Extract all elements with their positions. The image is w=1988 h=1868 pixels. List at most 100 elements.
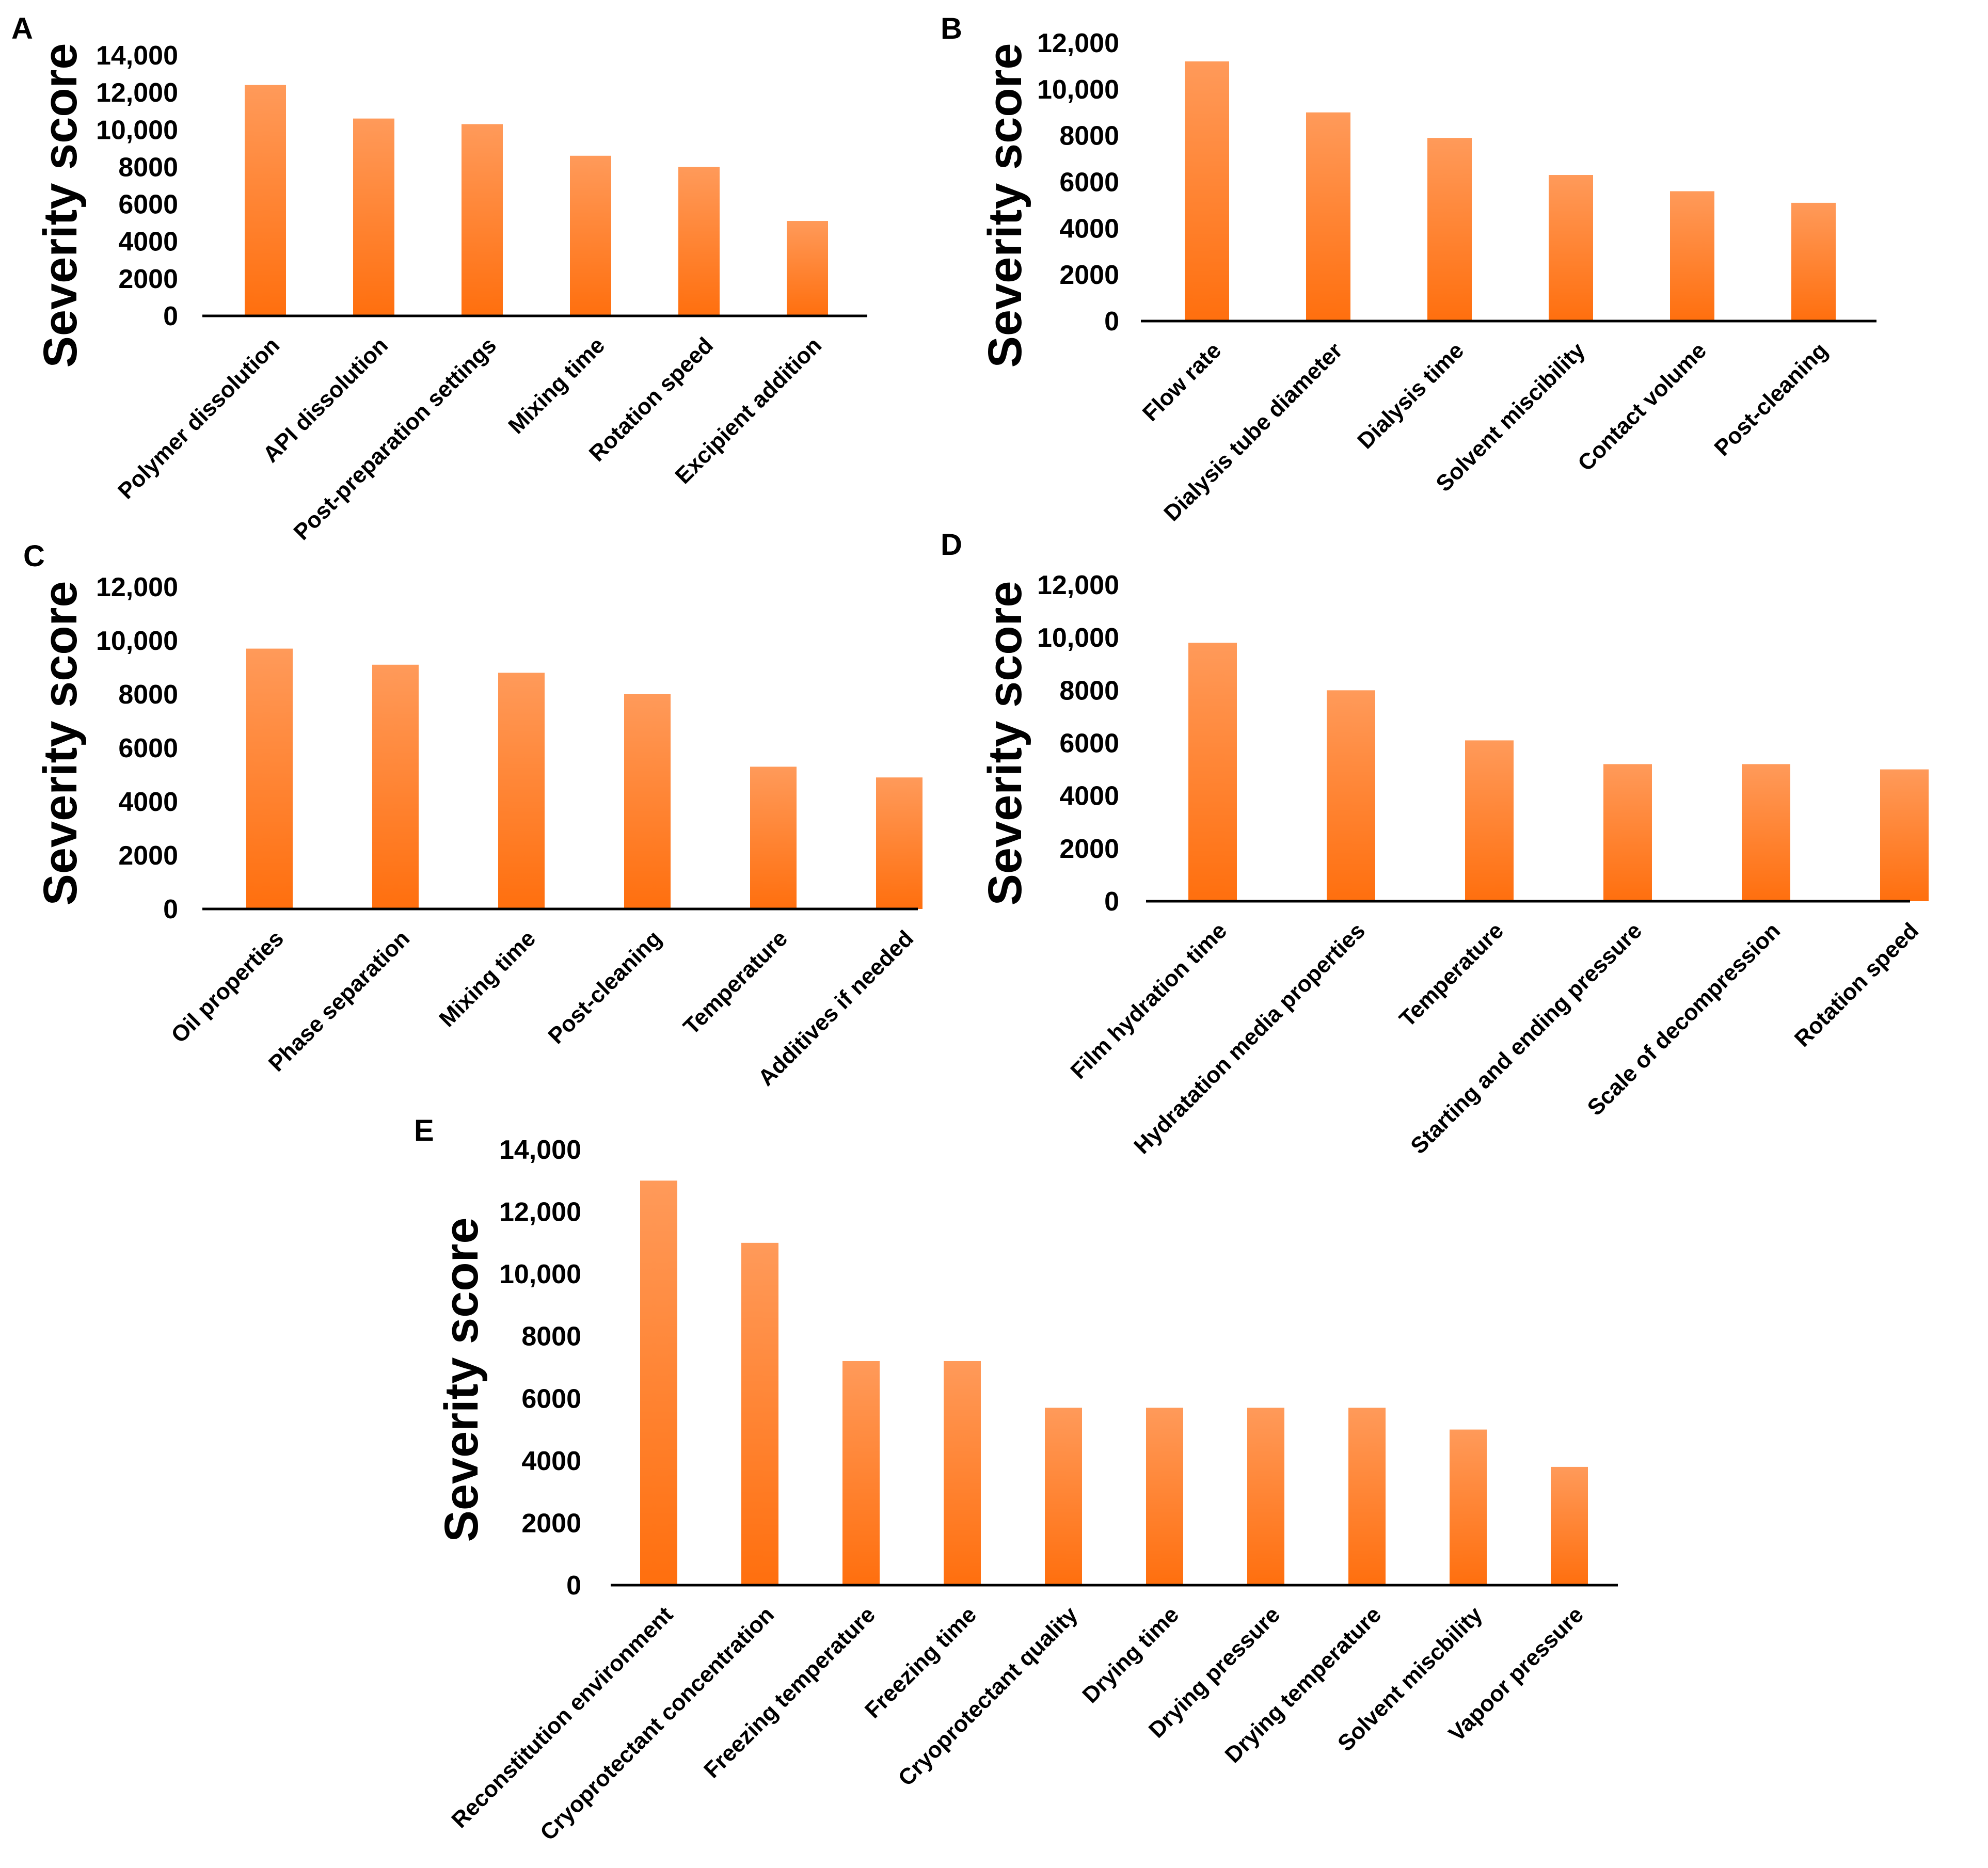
panel-label: C <box>23 539 45 573</box>
y-tick-label: 6000 <box>521 1384 581 1414</box>
panel-label: D <box>941 528 962 562</box>
y-ticks: 0 2000 4000 6000 8000 10,000 12,000 <box>96 572 178 924</box>
y-tick-label: 2000 <box>118 841 178 871</box>
bar <box>1146 1408 1183 1585</box>
y-tick-label: 6000 <box>118 190 178 220</box>
category-label: Temperature <box>1394 918 1508 1032</box>
y-axis-label: Severity score <box>979 581 1031 905</box>
y-tick-label: 6000 <box>1059 168 1119 198</box>
panel-e: E Severity score 0 2000 4000 6000 8000 10,000… <box>414 1114 1618 1845</box>
category-label: Mixing time <box>503 332 610 439</box>
panel-label: A <box>11 12 33 45</box>
bar <box>1880 769 1929 901</box>
y-tick-label: 6000 <box>118 733 178 763</box>
category-label: Oil properties <box>166 925 289 1048</box>
bar <box>372 664 419 909</box>
category-label: Post-cleaning <box>543 925 666 1049</box>
y-tick-label: 4000 <box>118 787 178 817</box>
bar <box>640 1180 677 1585</box>
y-tick-label: 4000 <box>521 1446 581 1476</box>
y-tick-label: 0 <box>163 301 178 331</box>
y-tick-label: 0 <box>566 1571 581 1601</box>
bar <box>842 1361 880 1585</box>
category-label: Starting and ending pressure <box>1406 918 1647 1159</box>
panel-d: D Severity score 0 2000 4000 6000 8000 10,000… <box>941 528 1929 1159</box>
category-label: Freezing temperature <box>699 1602 880 1783</box>
y-tick-label: 0 <box>1104 307 1119 337</box>
category-label: Flow rate <box>1138 338 1226 426</box>
bar <box>1549 175 1593 321</box>
panel-b: B Severity score 0 2000 4000 6000 8000 10,000… <box>941 12 1876 526</box>
y-tick-label: 2000 <box>1059 260 1119 290</box>
y-tick-label: 12,000 <box>96 78 178 108</box>
y-tick-label: 8000 <box>118 680 178 710</box>
y-tick-label: 0 <box>163 895 178 924</box>
panel-a: A Severity score 0 2000 4000 6000 8000 10,000… <box>11 12 867 545</box>
category-label: Film hydration time <box>1065 918 1232 1084</box>
bars <box>246 648 923 909</box>
bar <box>1306 112 1350 321</box>
panel-label: E <box>414 1114 434 1147</box>
category-label: Post-preparation settings <box>289 332 502 545</box>
bar <box>624 694 671 909</box>
y-axis-label: Severity score <box>979 43 1031 368</box>
bar <box>876 777 923 909</box>
category-label: Phase separation <box>264 925 415 1076</box>
category-labels: Reconstitution environment Cryoprotectant… <box>447 1602 1588 1845</box>
bar <box>1465 740 1514 901</box>
y-axis-label: Severity score <box>34 43 87 368</box>
panel-c: C Severity score 0 2000 4000 6000 8000 10,000… <box>23 539 923 1091</box>
bar <box>498 673 545 909</box>
category-label: Mixing time <box>434 925 540 1032</box>
category-label: Cryoprotectant quality <box>894 1602 1083 1791</box>
y-tick-label: 8000 <box>521 1322 581 1352</box>
bar <box>1348 1408 1386 1585</box>
bar <box>353 118 394 316</box>
y-tick-label: 4000 <box>1059 214 1119 244</box>
bar <box>787 221 828 316</box>
y-tick-label: 2000 <box>1059 834 1119 864</box>
bar <box>678 167 720 316</box>
y-tick-label: 10,000 <box>96 626 178 656</box>
bar <box>1045 1408 1082 1585</box>
panel-label: B <box>941 12 962 45</box>
bar <box>570 155 611 316</box>
y-tick-label: 14,000 <box>96 41 178 71</box>
y-tick-label: 12,000 <box>96 572 178 602</box>
bar <box>1603 764 1652 901</box>
category-label: Dialysis time <box>1353 338 1469 454</box>
y-tick-label: 8000 <box>1059 121 1119 151</box>
category-label: Contact volume <box>1573 338 1711 476</box>
bar <box>1791 202 1836 321</box>
category-label: Post-cleaning <box>1709 338 1833 461</box>
bar <box>1670 191 1714 321</box>
y-tick-label: 2000 <box>521 1508 581 1538</box>
bars <box>640 1180 1588 1585</box>
bar <box>1188 643 1237 901</box>
y-ticks: 0 2000 4000 6000 8000 10,000 12,000 14,000 <box>499 1135 581 1601</box>
bar <box>750 767 797 909</box>
y-tick-label: 4000 <box>1059 781 1119 811</box>
y-tick-label: 10,000 <box>1037 623 1119 653</box>
y-tick-label: 8000 <box>118 152 178 182</box>
bar <box>1327 690 1375 901</box>
category-label: Hydratation media properties <box>1129 918 1370 1159</box>
bar <box>944 1361 981 1585</box>
y-tick-label: 12,000 <box>499 1198 581 1227</box>
y-axis-label: Severity score <box>435 1217 488 1542</box>
bars <box>1188 643 1929 901</box>
bars <box>245 85 828 316</box>
y-tick-label: 10,000 <box>96 115 178 145</box>
bar <box>1742 764 1790 901</box>
y-tick-label: 4000 <box>118 227 178 257</box>
y-axis-label: Severity score <box>34 581 87 905</box>
y-tick-label: 10,000 <box>499 1259 581 1289</box>
bar <box>741 1242 778 1585</box>
bar <box>1551 1466 1588 1585</box>
bar <box>246 648 293 909</box>
y-tick-label: 8000 <box>1059 676 1119 706</box>
y-ticks: 0 2000 4000 6000 8000 10,000 12,000 <box>1037 28 1119 337</box>
